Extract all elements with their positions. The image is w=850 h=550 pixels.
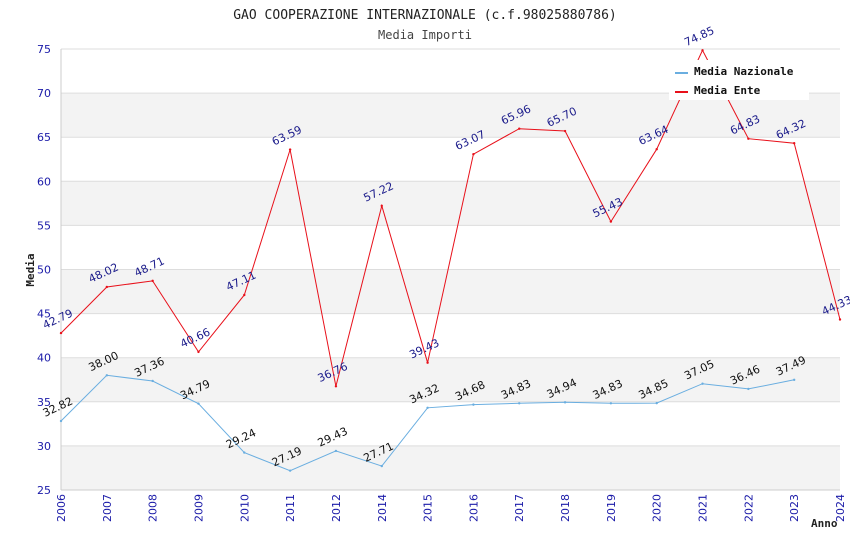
data-point-media-nazionale — [105, 374, 109, 377]
y-tick-label: 60 — [37, 175, 51, 188]
data-point-media-ente — [655, 147, 658, 151]
data-point-media-nazionale — [197, 402, 200, 405]
background-band — [61, 181, 840, 226]
x-tick-label: 2009 — [192, 494, 205, 522]
data-point-media-nazionale — [288, 469, 292, 472]
background-band — [61, 357, 840, 402]
data-label-media-ente: 74.85 — [682, 24, 716, 49]
y-axis-label: Media — [24, 253, 37, 286]
data-point-media-nazionale — [334, 449, 338, 453]
x-tick-label: 2007 — [101, 494, 114, 522]
data-point-media-ente — [59, 331, 63, 335]
y-tick-label: 70 — [37, 87, 51, 100]
y-axis-ticks: 25 30 35 40 45 50 55 60 65 70 75 — [37, 43, 51, 497]
legend-label-media-nazionale: Media Nazionale — [694, 65, 794, 78]
background-band — [61, 93, 840, 138]
chart-subtitle: Media Importi — [378, 28, 472, 42]
data-point-media-ente — [380, 204, 383, 208]
x-tick-label: 2020 — [651, 494, 664, 522]
data-point-media-ente — [518, 127, 521, 130]
data-point-media-nazionale — [380, 464, 383, 468]
data-point-media-ente — [105, 285, 109, 289]
data-point-media-nazionale — [701, 382, 704, 385]
legend-label-media-ente: Media Ente — [694, 84, 761, 97]
data-point-media-nazionale — [563, 401, 567, 404]
data-point-media-nazionale — [655, 401, 658, 405]
x-tick-label: 2006 — [55, 494, 68, 522]
x-tick-label: 2021 — [697, 494, 710, 522]
x-tick-label: 2011 — [284, 494, 297, 522]
background-band — [61, 445, 840, 490]
x-tick-label: 2015 — [422, 494, 435, 522]
data-point-media-ente — [243, 293, 246, 297]
data-point-media-ente — [426, 361, 429, 364]
data-point-media-ente — [609, 220, 613, 223]
y-tick-label: 50 — [37, 264, 51, 277]
data-point-media-nazionale — [59, 419, 63, 423]
data-point-media-ente — [151, 279, 154, 283]
background-band — [61, 269, 840, 314]
background-bands — [61, 93, 840, 490]
data-point-media-nazionale — [426, 406, 429, 409]
y-tick-label: 30 — [37, 440, 51, 453]
x-tick-label: 2017 — [513, 494, 526, 522]
x-axis-label: Anno — [811, 517, 838, 530]
data-point-media-ente — [701, 49, 704, 52]
data-point-media-ente — [197, 350, 200, 354]
y-tick-label: 45 — [37, 308, 51, 321]
data-point-media-nazionale — [792, 378, 796, 382]
data-point-media-ente — [838, 318, 842, 321]
x-tick-label: 2022 — [742, 494, 755, 522]
x-tick-label: 2014 — [376, 494, 389, 522]
data-point-media-ente — [288, 148, 292, 151]
x-tick-label: 2019 — [605, 494, 618, 522]
data-point-media-nazionale — [747, 387, 750, 391]
y-tick-label: 75 — [37, 43, 51, 56]
data-point-media-nazionale — [151, 379, 154, 383]
data-point-media-nazionale — [472, 403, 475, 406]
x-tick-label: 2012 — [330, 494, 343, 522]
y-tick-label: 25 — [37, 484, 51, 497]
data-point-media-ente — [563, 129, 567, 133]
data-point-media-ente — [472, 153, 475, 156]
legend: Media Nazionale Media Ente — [669, 60, 809, 100]
data-point-media-ente — [792, 141, 796, 145]
x-tick-label: 2016 — [467, 494, 480, 522]
y-tick-label: 35 — [37, 396, 51, 409]
y-tick-label: 65 — [37, 131, 51, 144]
x-tick-label: 2010 — [238, 494, 251, 522]
legend-box — [669, 60, 809, 100]
data-point-media-nazionale — [243, 451, 246, 454]
x-tick-label: 2018 — [559, 494, 572, 522]
x-tick-label: 2024 — [834, 494, 847, 522]
data-point-media-ente — [747, 137, 750, 140]
data-point-media-nazionale — [609, 402, 613, 405]
x-tick-label: 2023 — [788, 494, 801, 522]
x-axis-ticks: 2006 2007 2008 2009 2010 2011 2012 2014 2015 2016… — [55, 494, 847, 522]
data-point-media-nazionale — [518, 402, 521, 405]
y-tick-label: 55 — [37, 219, 51, 232]
chart-title: GAO COOPERAZIONE INTERNAZIONALE (c.f.980… — [233, 8, 617, 23]
x-tick-label: 2008 — [147, 494, 160, 522]
y-tick-label: 40 — [37, 352, 51, 365]
data-point-media-ente — [334, 385, 338, 388]
